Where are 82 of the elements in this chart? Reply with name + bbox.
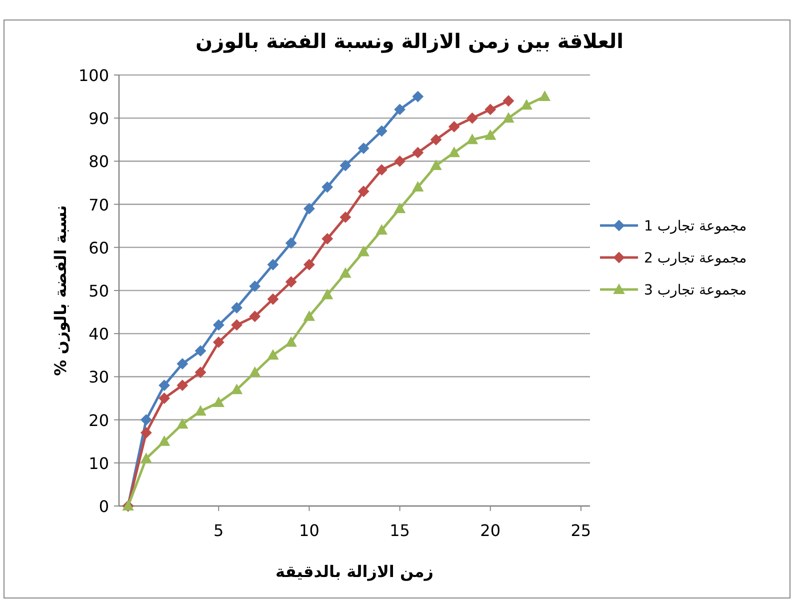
y-tick-label: 10 xyxy=(88,454,109,473)
point xyxy=(412,147,424,158)
point xyxy=(213,336,224,348)
point xyxy=(502,112,514,123)
point xyxy=(358,142,370,154)
point xyxy=(448,121,460,132)
point xyxy=(195,345,206,356)
legend-label: مجموعة تجارب 3 xyxy=(644,282,747,298)
point xyxy=(158,392,170,404)
point xyxy=(286,336,297,347)
y-tick-label: 40 xyxy=(88,324,109,344)
point xyxy=(394,104,406,115)
y-tick-label: 50 xyxy=(88,282,109,300)
point xyxy=(358,246,370,256)
point xyxy=(394,156,406,167)
point xyxy=(304,259,315,270)
point xyxy=(322,233,333,244)
point xyxy=(304,203,315,214)
y-tick-label: 90 xyxy=(88,109,109,128)
point xyxy=(394,203,406,214)
y-axis-title: نسبة الفضة بالوزن % xyxy=(51,205,70,376)
point xyxy=(213,319,224,330)
point xyxy=(176,418,188,429)
point xyxy=(195,406,206,416)
point xyxy=(430,160,442,170)
point xyxy=(466,134,478,144)
point xyxy=(376,224,388,235)
point xyxy=(521,100,532,110)
point xyxy=(502,95,514,106)
point xyxy=(430,134,442,146)
point xyxy=(140,414,152,426)
point xyxy=(176,358,188,370)
point xyxy=(267,259,278,270)
point xyxy=(376,164,388,176)
point xyxy=(158,436,170,446)
point xyxy=(231,302,242,314)
point xyxy=(376,126,388,137)
x-tick-label: 15 xyxy=(390,521,410,540)
point xyxy=(249,310,260,322)
point xyxy=(249,280,260,292)
y-tick-label: 100 xyxy=(78,66,109,85)
point xyxy=(340,212,351,223)
x-tick-label: 20 xyxy=(480,521,501,540)
y-tick-label: 20 xyxy=(88,410,109,430)
point xyxy=(322,182,333,193)
point xyxy=(213,397,224,408)
point xyxy=(267,294,278,305)
point xyxy=(448,147,460,158)
point xyxy=(304,310,315,321)
point xyxy=(140,453,152,464)
x-axis-title: زمن الازالة بالدقيقة xyxy=(276,562,434,581)
y-tick-label: 30 xyxy=(88,368,109,387)
x-tick-label: 10 xyxy=(299,521,320,540)
point xyxy=(195,366,206,378)
legend-label: مجموعة تجارب 2 xyxy=(644,250,747,266)
y-tick-label: 60 xyxy=(88,238,109,258)
point xyxy=(358,186,370,197)
point xyxy=(412,182,424,192)
point xyxy=(286,276,297,288)
point xyxy=(158,380,170,391)
y-tick-label: 70 xyxy=(88,195,109,214)
point xyxy=(484,130,496,140)
point xyxy=(267,350,278,360)
point xyxy=(231,384,242,394)
point xyxy=(286,238,297,249)
point xyxy=(176,380,188,391)
point xyxy=(412,91,424,102)
y-tick-label: 0 xyxy=(98,497,109,516)
y-tick-label: 80 xyxy=(88,152,109,172)
point xyxy=(249,366,260,377)
point xyxy=(466,112,478,124)
point xyxy=(340,160,351,172)
point xyxy=(322,289,333,300)
chart-title: العلاقة بين زمن الازالة ونسبة الفضة بالوزن xyxy=(196,29,624,53)
x-tick-label: 25 xyxy=(570,521,592,540)
point xyxy=(231,319,242,330)
point xyxy=(484,104,496,115)
point xyxy=(539,91,550,102)
point xyxy=(140,427,152,438)
x-tick-label: 5 xyxy=(214,521,224,540)
legend-label: مجموعة تجارب 1 xyxy=(644,218,747,234)
point xyxy=(340,268,351,278)
